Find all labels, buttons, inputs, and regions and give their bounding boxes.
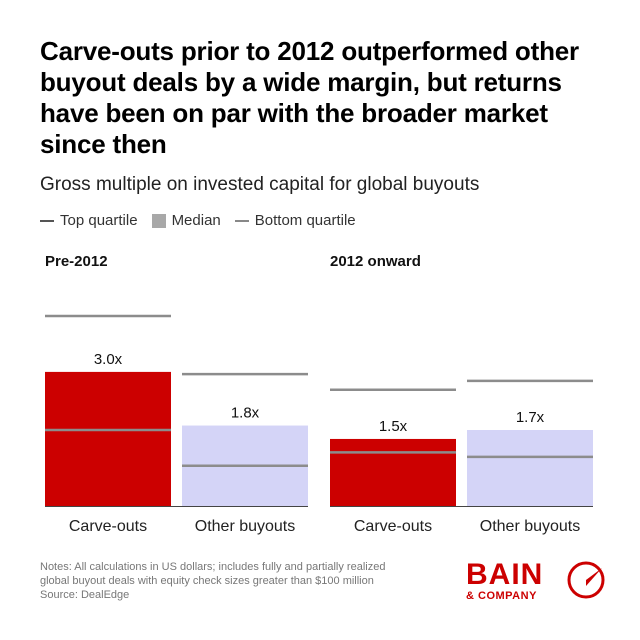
category-label-2012-onward-other-buyouts: Other buyouts: [480, 518, 581, 535]
panel-title-2012-onward: 2012 onward: [330, 253, 421, 270]
bain-logo: BAIN & COMPANY: [466, 560, 606, 604]
legend-bottom-quartile-label: Bottom quartile: [254, 212, 356, 229]
logo-wordmark: BAIN: [466, 558, 544, 591]
notes: Notes: All calculations in US dollars; i…: [40, 560, 450, 602]
bar-2012-onward-other-buyouts: [467, 430, 593, 506]
legend-median-swatch: [151, 213, 166, 228]
legend-median-label: Median: [171, 212, 221, 229]
notes-line-1: Notes: All calculations in US dollars; i…: [40, 561, 386, 573]
legend-bottom-quartile-swatch: [234, 219, 249, 222]
bar-2012-onward-carve-outs: [330, 438, 456, 506]
bar-pre-2012-carve-outs: [45, 371, 171, 506]
chart-area: Pre-2012 3.0x Carve-outs 1.8x Other buyouts 2…: [45, 253, 593, 535]
logo-compass-icon: [567, 561, 605, 599]
data-label-2012-onward-other-buyouts: 1.7x: [516, 409, 545, 426]
legend-top-quartile: Top quartile: [40, 212, 138, 229]
legend: Top quartile Median Bottom quartile: [40, 212, 356, 229]
legend-median: Median: [151, 212, 221, 229]
legend-top-quartile-swatch: [40, 219, 54, 222]
notes-source: Source: DealEdge: [40, 589, 130, 601]
panel-title-pre-2012: Pre-2012: [45, 253, 108, 270]
notes-line-2: global buyout deals with equity check si…: [40, 575, 374, 587]
category-label-2012-onward-carve-outs: Carve-outs: [354, 518, 432, 535]
chart-title: Carve-outs prior to 2012 outperformed ot…: [40, 36, 579, 159]
category-label-pre-2012-other-buyouts: Other buyouts: [195, 518, 296, 535]
legend-top-quartile-label: Top quartile: [60, 212, 138, 229]
data-label-2012-onward-carve-outs: 1.5x: [379, 418, 408, 435]
category-label-pre-2012-carve-outs: Carve-outs: [69, 518, 147, 535]
logo-subtext: & COMPANY: [466, 590, 537, 602]
data-label-pre-2012-other-buyouts: 1.8x: [231, 405, 260, 422]
chart-subtitle: Gross multiple on invested capital for g…: [40, 174, 480, 195]
legend-bottom-quartile: Bottom quartile: [234, 212, 356, 229]
data-label-pre-2012-carve-outs: 3.0x: [94, 351, 123, 368]
